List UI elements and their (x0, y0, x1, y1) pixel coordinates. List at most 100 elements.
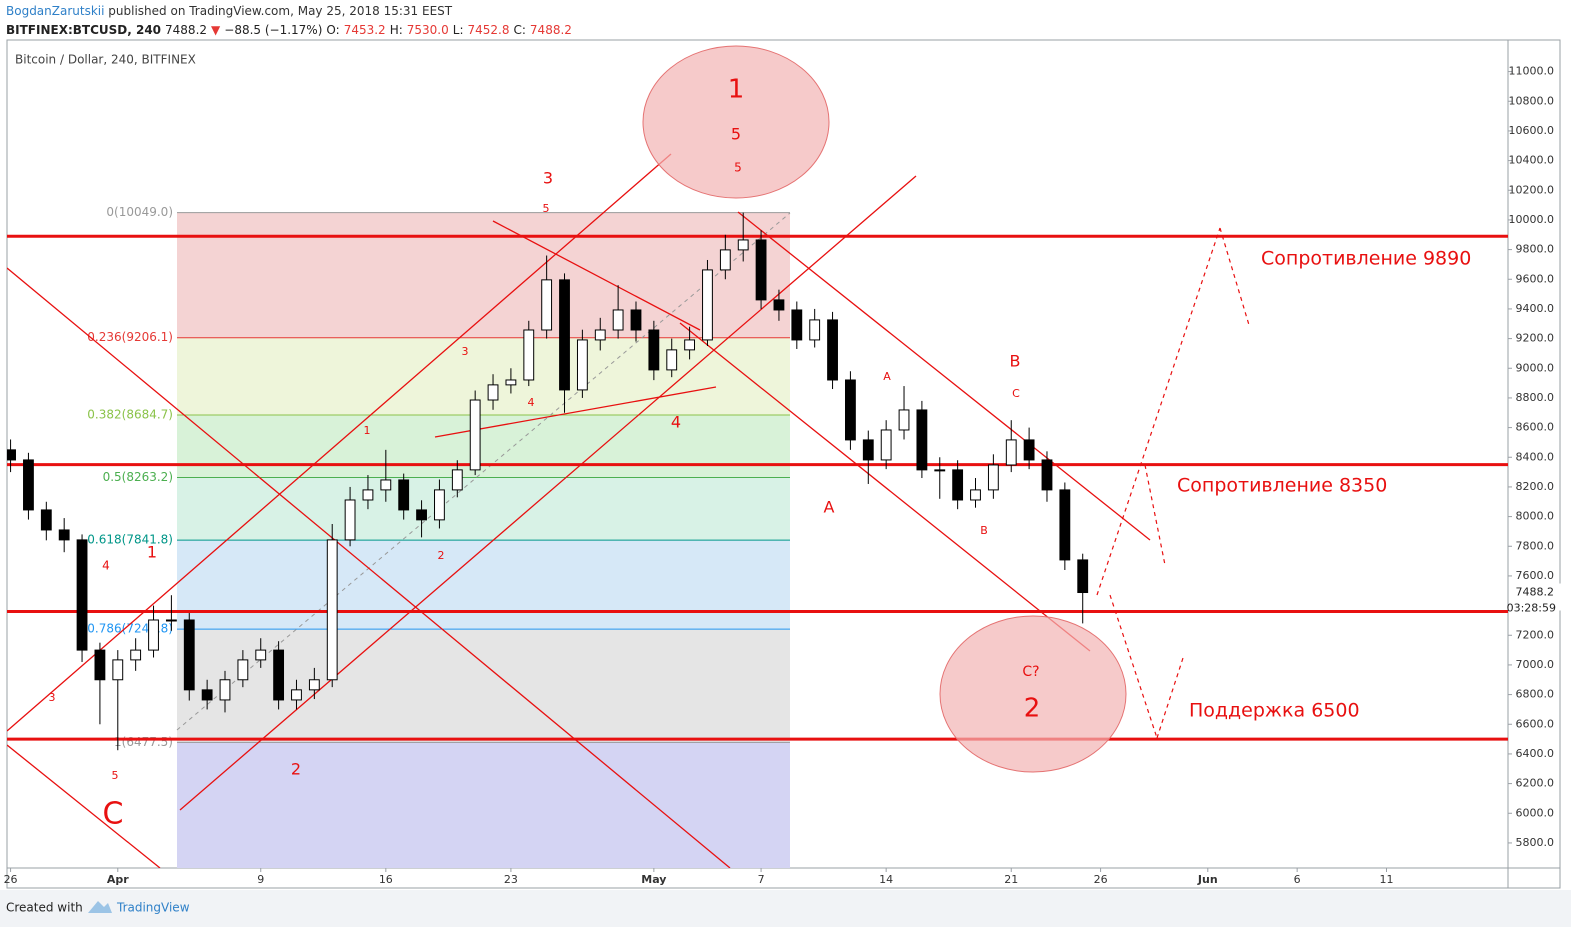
y-tick-label: 7000.0 (1516, 658, 1555, 671)
candle-body (76, 539, 88, 651)
wave-label: B (980, 524, 988, 537)
fib-band (177, 477, 790, 541)
wave-label: 3 (462, 345, 469, 358)
price-tag: 7488.2 (1516, 586, 1555, 599)
wave-label: A (883, 370, 891, 383)
y-tick-label: 8200.0 (1516, 480, 1555, 493)
quote-line: BITFINEX:BTCUSD, 240 7488.2 ▼ −88.5 (−1.17%… (6, 23, 572, 37)
drawing-line (7, 267, 731, 868)
candle-body (255, 649, 267, 661)
y-tick-label: 9200.0 (1516, 332, 1555, 345)
candle-body (469, 399, 481, 471)
y-tick-label: 7800.0 (1516, 539, 1555, 552)
footer-created: Created with (6, 901, 83, 915)
candle-body (23, 459, 34, 511)
footer-brand[interactable]: TradingView (116, 901, 190, 915)
candle-body (398, 479, 410, 511)
published: published on TradingView.com, May 25, 20… (108, 4, 452, 18)
quote-part: O: (326, 23, 339, 37)
candle-body (612, 309, 624, 331)
wave-label: 4 (671, 413, 681, 432)
candle-body (970, 489, 981, 501)
x-tick-label: 14 (879, 873, 893, 886)
fib-band (177, 337, 790, 416)
fib-label: 0.618(7841.8) (87, 533, 173, 547)
y-tick-label: 7200.0 (1516, 628, 1555, 641)
y-tick-label: 6600.0 (1516, 717, 1555, 730)
wave-label: C? (1022, 664, 1039, 680)
wave-label: 5 (734, 161, 742, 175)
quote-part: −88.5 (−1.17%) (224, 23, 322, 37)
candle-body (94, 649, 106, 681)
drawing-line (679, 322, 1091, 652)
candle-body (755, 239, 767, 301)
candle-body (916, 409, 928, 471)
candle-body (666, 349, 678, 371)
drawing-line (179, 175, 917, 811)
candle-body (559, 279, 570, 391)
wave-label: 1 (728, 75, 745, 105)
candle-body (809, 319, 821, 341)
drawing-line (1219, 227, 1250, 326)
wave-label: 2 (438, 549, 445, 562)
candle-body (416, 509, 427, 521)
drawing-line (434, 386, 717, 438)
candle-body (773, 299, 785, 311)
drawing-line (492, 220, 701, 331)
fib-band (177, 629, 790, 743)
candle-body (362, 489, 374, 501)
candle-body (1059, 489, 1071, 561)
candle-body (1077, 559, 1089, 594)
fib-label: 0(10049.0) (106, 205, 173, 219)
x-tick-label: 9 (257, 873, 264, 886)
candle-body (487, 384, 499, 401)
candle-body (648, 329, 660, 371)
candle-body (791, 309, 803, 341)
candle-body (451, 469, 463, 491)
drawing-line (1096, 227, 1221, 596)
candle-body (505, 379, 517, 386)
candle-body (898, 409, 910, 431)
fib-band (177, 742, 790, 868)
quote-part: BITFINEX:BTCUSD, 240 (6, 23, 161, 37)
drawing-line (7, 744, 161, 868)
y-tick-label: 6800.0 (1516, 688, 1555, 701)
x-tick-label: Jun (1197, 873, 1218, 886)
plot: 0(10049.0) 0.236(9206.1) 0.382(8684.7) 0.5(… (7, 45, 1508, 868)
quote-part: 7488.2 (530, 23, 572, 37)
quote-part: 7453.2 (344, 23, 386, 37)
footer-bar (0, 890, 1571, 927)
author: BogdanZarutskii (6, 4, 104, 18)
quote-part: ▼ (211, 23, 221, 37)
candle-body (58, 529, 70, 541)
drawing-line (1156, 657, 1184, 739)
candle-body (934, 469, 946, 472)
drawing-line (737, 211, 1151, 541)
y-tick-label: 9400.0 (1516, 302, 1555, 315)
wave-label: A (824, 498, 835, 517)
candle-body (737, 239, 749, 251)
wave-label: 5 (543, 202, 550, 215)
x-tick-label: 26 (1094, 873, 1108, 886)
drawing-line (7, 153, 672, 732)
candle-body (987, 464, 999, 491)
y-tick-label: 9000.0 (1516, 361, 1555, 374)
highlight-circle (642, 45, 830, 199)
fib-band (177, 540, 790, 630)
y-tick-label: 10000.0 (1509, 213, 1555, 226)
x-tick-label: 7 (758, 873, 765, 886)
drawing-line (176, 212, 791, 731)
y-tick-label: 8800.0 (1516, 391, 1555, 404)
candle-body (40, 509, 52, 531)
candle-body (719, 249, 731, 271)
x-tick-label: 21 (1004, 873, 1018, 886)
wave-label: B (1010, 352, 1021, 371)
candle-body (684, 339, 696, 351)
quote-part: 7452.8 (468, 23, 510, 37)
fib-band (177, 415, 790, 478)
level-label: Сопротивление 9890 (1261, 248, 1471, 270)
y-tick-label: 6000.0 (1516, 806, 1555, 819)
wave-label: 2 (291, 760, 301, 779)
highlight-circle (939, 615, 1127, 773)
